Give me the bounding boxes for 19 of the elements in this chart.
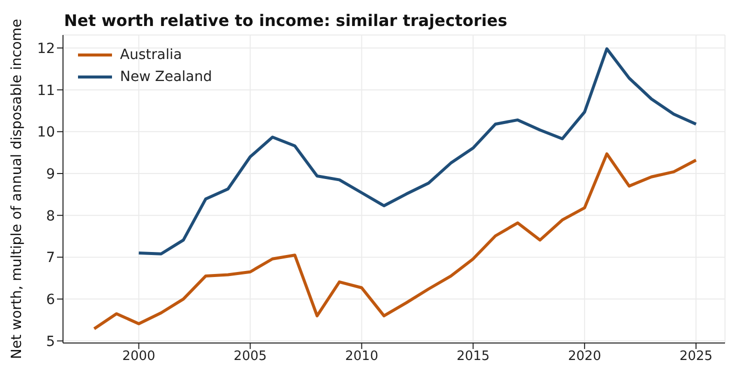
x-tick-label: 2020: [568, 349, 602, 364]
y-tick-label: 7: [46, 250, 55, 266]
line-series: [92, 152, 698, 330]
y-tick-label: 8: [46, 208, 55, 224]
x-tick-label: 2015: [456, 349, 490, 364]
y-tick-label: 6: [46, 292, 56, 308]
legend-label: Australia: [120, 46, 182, 65]
y-tick-label: 10: [37, 124, 55, 141]
y-tick-label: 9: [46, 166, 55, 182]
y-tick-label: 12: [37, 40, 55, 57]
x-tick-label: 2000: [122, 349, 156, 364]
x-tick-label: 2010: [345, 349, 378, 364]
chart-title: Net worth relative to income: similar trajectories: [64, 11, 508, 30]
y-axis-title: Net worth, multiple of annual disposable income: [8, 18, 25, 360]
y-tick-label: 5: [46, 334, 55, 350]
x-tick-label: 2025: [679, 349, 713, 364]
x-tick-label: 2005: [234, 349, 267, 364]
legend-label: New Zealand: [120, 68, 212, 87]
y-tick-label: 11: [37, 82, 55, 99]
